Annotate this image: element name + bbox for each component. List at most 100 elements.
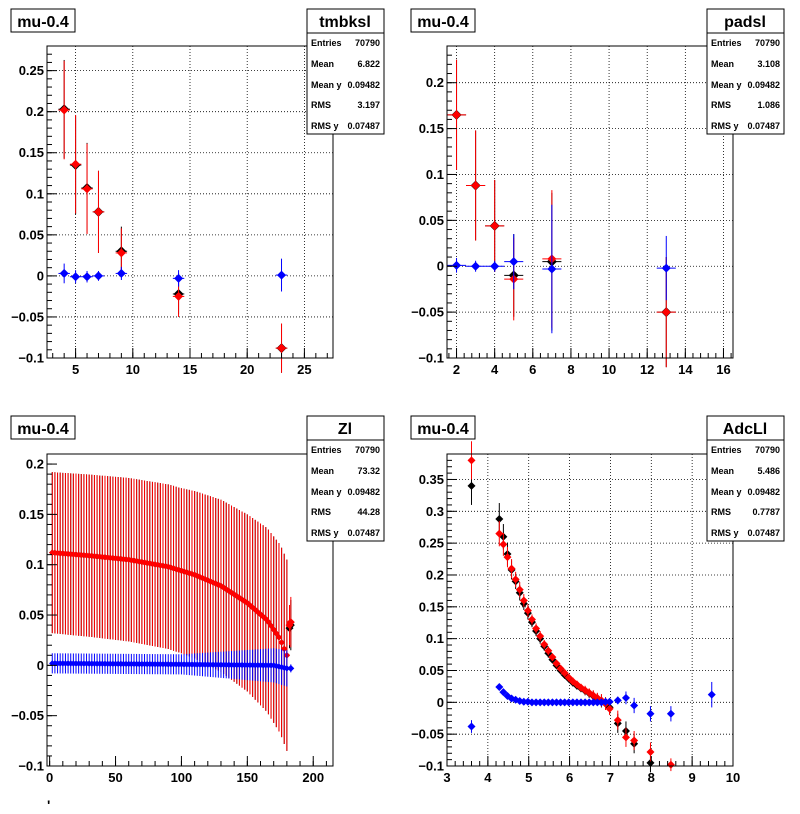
- stats-name: AdcLl: [723, 421, 767, 438]
- stats-box: tmbksl Entries 70790 Mean 6.822 Mean y 0…: [306, 8, 385, 135]
- data-point: [188, 570, 196, 578]
- stats-label-mean: Mean: [711, 466, 734, 476]
- footer-mark: ': [47, 797, 50, 813]
- data-point: [249, 604, 256, 611]
- y-tick-label: 0.1: [426, 631, 444, 646]
- data-point: [283, 665, 291, 672]
- y-tick-label: −0.1: [18, 759, 44, 774]
- x-tick-label: 7: [607, 770, 614, 785]
- x-tick-label: 0: [46, 770, 53, 785]
- stats-box: AdcLl Entries 70790 Mean 5.486 Mean y 0.…: [706, 415, 785, 542]
- data-point: [503, 553, 512, 562]
- data-point: [217, 582, 225, 590]
- data-point: [532, 624, 541, 633]
- y-tick-label: 0.05: [419, 663, 444, 678]
- data-point: [707, 690, 716, 699]
- data-point: [199, 574, 206, 582]
- x-tick-label: 15: [183, 362, 197, 377]
- x-tick-label: 8: [567, 362, 574, 377]
- data-point: [452, 260, 462, 270]
- data-point: [661, 307, 671, 317]
- stats-label-entries: Entries: [711, 445, 742, 455]
- data-point: [93, 207, 103, 217]
- data-point: [581, 698, 590, 707]
- title-box: mu-0.4: [410, 415, 476, 440]
- stats-label-mean-y: Mean y: [311, 487, 342, 497]
- y-tick-label: 0.1: [426, 167, 444, 182]
- y-tick-label: 0.2: [426, 567, 444, 582]
- data-point: [116, 268, 126, 278]
- data-point: [467, 481, 476, 490]
- title-box: mu-0.4: [10, 415, 76, 440]
- data-point: [59, 105, 69, 115]
- data-point: [82, 272, 92, 282]
- x-tick-label: 2: [453, 362, 460, 377]
- series-red: [58, 60, 288, 373]
- stats-label-rms-y: RMS y: [311, 121, 339, 131]
- title-box: mu-0.4: [10, 8, 76, 33]
- stats-value-mean: 6.822: [357, 59, 380, 69]
- data-point: [630, 736, 639, 745]
- stats-label-rms-y: RMS y: [711, 528, 739, 538]
- x-tick-label: 150: [236, 770, 258, 785]
- data-point: [265, 618, 272, 626]
- data-point: [278, 639, 285, 646]
- x-tick-label: 16: [716, 362, 730, 377]
- plot-title: mu-0.4: [417, 421, 469, 438]
- data-point: [71, 159, 81, 169]
- data-point: [180, 568, 188, 575]
- y-tick-label: −0.05: [411, 305, 444, 320]
- y-tick-label: 0: [437, 259, 444, 274]
- data-point: [544, 646, 553, 655]
- data-point: [613, 696, 622, 705]
- data-point: [572, 698, 581, 707]
- plot-frame: [446, 453, 734, 767]
- data-point: [286, 618, 295, 627]
- y-tick-label: 0.05: [19, 608, 44, 623]
- plot-title: mu-0.4: [17, 14, 69, 31]
- plot-frame: [46, 453, 334, 767]
- data-point: [544, 698, 553, 707]
- data-point: [511, 575, 520, 584]
- stats-label-rms: RMS: [311, 507, 331, 517]
- data-point: [605, 704, 614, 713]
- x-tick-label: 10: [602, 362, 616, 377]
- data-point: [281, 645, 288, 653]
- x-tick-label: 50: [108, 770, 122, 785]
- data-point: [207, 578, 214, 585]
- x-tick-label: 3: [443, 770, 450, 785]
- plot-title: mu-0.4: [17, 421, 69, 438]
- stats-label-entries: Entries: [311, 38, 342, 48]
- data-point: [519, 596, 528, 605]
- stats-value-rms-y: 0.07487: [347, 121, 380, 131]
- stats-value-entries: 70790: [755, 38, 780, 48]
- stats-label-mean-y: Mean y: [711, 80, 742, 90]
- x-tick-label: 20: [240, 362, 254, 377]
- y-tick-label: 0.05: [19, 227, 44, 242]
- data-point: [246, 602, 254, 609]
- data-point: [613, 716, 622, 725]
- data-point: [262, 615, 269, 623]
- x-tick-label: 5: [525, 770, 532, 785]
- y-tick-label: −0.1: [418, 759, 444, 774]
- data-point: [499, 540, 508, 549]
- x-tick-label: 5: [72, 362, 79, 377]
- data-point: [509, 257, 519, 267]
- y-tick-label: 0.15: [419, 121, 444, 136]
- title-box: mu-0.4: [410, 8, 476, 33]
- data-point: [556, 664, 565, 673]
- stats-box: Zl Entries 70790 Mean 73.32 Mean y 0.094…: [306, 415, 385, 542]
- y-tick-label: 0.05: [419, 213, 444, 228]
- x-tick-label: 10: [126, 362, 140, 377]
- data-point: [564, 698, 573, 707]
- y-tick-label: 0: [37, 658, 44, 673]
- data-point: [646, 747, 655, 756]
- y-tick-label: −0.05: [11, 309, 44, 324]
- data-point: [589, 698, 598, 707]
- data-point: [527, 698, 536, 707]
- series-blue: [447, 204, 676, 334]
- stats-name: tmbksl: [319, 14, 371, 31]
- stats-name: Zl: [338, 421, 352, 438]
- data-point: [238, 596, 246, 603]
